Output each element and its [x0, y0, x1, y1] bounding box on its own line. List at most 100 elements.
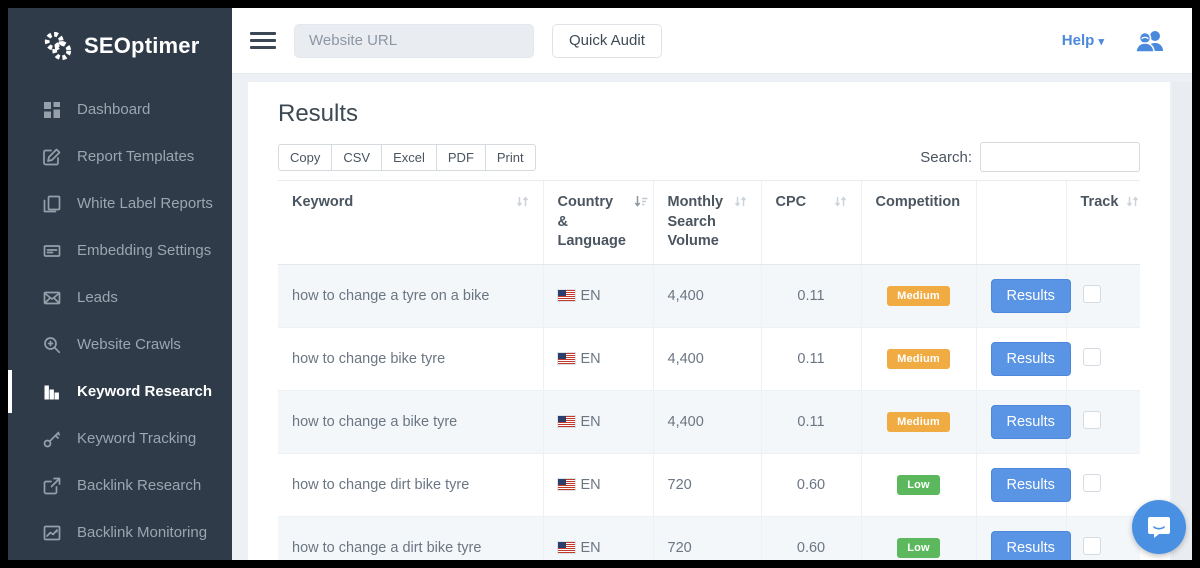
export-copy-button[interactable]: Copy: [278, 143, 333, 171]
scrollbar[interactable]: [1172, 82, 1192, 560]
cpc-cell: 0.11: [760, 327, 861, 391]
sidebar: SEOptimer Dashboard Report Templates White…: [8, 8, 232, 560]
search-input[interactable]: [980, 142, 1140, 172]
envelope-icon: [42, 288, 61, 307]
export-pdf-button[interactable]: PDF: [435, 143, 486, 171]
us-flag-icon: [557, 541, 575, 553]
help-dropdown[interactable]: Help ▾: [1061, 32, 1104, 49]
sidebar-item-keyword-tracking[interactable]: Keyword Tracking: [8, 417, 232, 460]
country-cell: EN: [542, 264, 653, 328]
results-button[interactable]: Results: [990, 530, 1071, 560]
export-csv-button[interactable]: CSV: [331, 143, 383, 171]
sidebar-item-white-label-reports[interactable]: White Label Reports: [8, 182, 232, 225]
track-cell: [1065, 264, 1140, 328]
search-wrap: Search:: [920, 142, 1140, 172]
cpc-cell: 0.11: [760, 390, 861, 454]
volume-cell: 4,400: [652, 264, 761, 328]
column-header-keyword[interactable]: Keyword: [278, 180, 543, 265]
keyword-cell: how to change a dirt bike tyre: [278, 516, 543, 560]
us-flag-icon: [557, 352, 575, 364]
sidebar-item-leads[interactable]: Leads: [8, 276, 232, 319]
hamburger-menu-icon[interactable]: [250, 32, 276, 49]
logo-text: SEOptimer: [84, 33, 200, 58]
sidebar-item-keyword-research[interactable]: Keyword Research: [8, 370, 232, 413]
results-cell: Results: [975, 390, 1071, 454]
bar-chart-icon: [42, 382, 61, 401]
users-icon[interactable]: [1134, 29, 1166, 53]
sidebar-item-embedding-settings[interactable]: Embedding Settings: [8, 229, 232, 272]
sidebar-item-dashboard[interactable]: Dashboard: [8, 88, 232, 131]
competition-badge: Medium: [887, 348, 950, 369]
cpc-cell: 0.11: [760, 264, 861, 328]
sidebar-item-label: Leads: [77, 289, 118, 306]
column-header-track[interactable]: Track: [1065, 180, 1140, 265]
results-cell: Results: [975, 516, 1071, 560]
website-url-input[interactable]: [294, 23, 534, 58]
results-button[interactable]: Results: [990, 341, 1071, 376]
sidebar-item-label: Embedding Settings: [77, 242, 212, 259]
sidebar-item-label: White Label Reports: [77, 195, 213, 212]
table-row: how to change a bike tyre EN 4,400 0.11 …: [278, 390, 1140, 454]
logo[interactable]: SEOptimer: [8, 8, 232, 88]
sort-both-icon: [1126, 195, 1139, 215]
country-cell: EN: [542, 327, 653, 391]
column-header-cpc[interactable]: CPC: [760, 180, 861, 265]
us-flag-icon: [557, 415, 575, 427]
sidebar-item-backlink-monitoring[interactable]: Backlink Monitoring: [8, 511, 232, 554]
keyword-results-table: Keyword Country & Language Monthly Search …: [278, 180, 1140, 560]
keyword-cell: how to change bike tyre: [278, 327, 543, 391]
export-print-button[interactable]: Print: [484, 143, 536, 171]
search-label: Search:: [920, 148, 972, 166]
external-link-icon: [42, 476, 61, 495]
sidebar-nav: Dashboard Report Templates White Label Rep…: [8, 88, 232, 560]
topbar-right: Help ▾: [1062, 29, 1166, 53]
seoptimer-gear-logo-icon: [42, 30, 74, 62]
sidebar-item-website-crawls[interactable]: Website Crawls: [8, 323, 232, 366]
table-row: how to change a tyre on a bike EN 4,400 …: [278, 264, 1140, 328]
track-checkbox[interactable]: [1082, 284, 1101, 303]
sort-both-icon: [834, 195, 847, 215]
track-checkbox[interactable]: [1082, 536, 1101, 555]
export-excel-button[interactable]: Excel: [381, 143, 437, 171]
track-cell: [1065, 453, 1140, 517]
key-icon: [42, 429, 61, 448]
sidebar-item-label: Keyword Tracking: [77, 430, 197, 447]
track-checkbox[interactable]: [1082, 347, 1101, 366]
sidebar-item-report-templates[interactable]: Report Templates: [8, 135, 232, 178]
dashboard-grid-icon: [42, 100, 61, 119]
embed-panel-icon: [42, 241, 61, 260]
results-button[interactable]: Results: [990, 467, 1071, 502]
column-header-country-language[interactable]: Country & Language: [542, 180, 653, 265]
track-cell: [1065, 390, 1140, 454]
competition-cell: Medium: [860, 327, 976, 391]
country-cell: EN: [542, 453, 653, 517]
track-cell: [1065, 516, 1140, 560]
track-checkbox[interactable]: [1082, 410, 1101, 429]
sort-amount-icon: [634, 195, 648, 215]
column-header-competition: Competition: [860, 180, 976, 265]
sidebar-item-backlink-research[interactable]: Backlink Research: [8, 464, 232, 507]
results-cell: Results: [975, 453, 1071, 517]
results-button[interactable]: Results: [990, 278, 1071, 313]
volume-cell: 720: [652, 516, 761, 560]
chevron-down-icon: ▾: [1098, 36, 1104, 48]
sort-both-icon: [516, 195, 529, 215]
table-row: how to change bike tyre EN 4,400 0.11 Me…: [278, 327, 1140, 391]
track-checkbox[interactable]: [1082, 473, 1101, 492]
results-cell: Results: [975, 327, 1071, 391]
chat-widget-button[interactable]: [1132, 500, 1186, 554]
volume-cell: 4,400: [652, 327, 761, 391]
competition-cell: Medium: [860, 264, 976, 328]
competition-badge: Medium: [887, 285, 950, 306]
results-button[interactable]: Results: [990, 404, 1071, 439]
column-header-actions: [975, 180, 1066, 265]
column-header-monthly-search-volume[interactable]: Monthly Search Volume: [652, 180, 761, 265]
country-cell: EN: [542, 516, 653, 560]
topbar: Quick Audit Help ▾: [232, 8, 1192, 74]
sidebar-item-bulk-reporting[interactable]: Bulk Reporting: [8, 558, 232, 560]
quick-audit-button[interactable]: Quick Audit: [552, 23, 662, 58]
sidebar-item-label: Backlink Research: [77, 477, 202, 494]
sidebar-item-label: Keyword Research: [77, 383, 213, 400]
results-card: Results Copy CSV Excel PDF Print Search: Key…: [248, 82, 1170, 560]
table-header-row: Keyword Country & Language Monthly Search …: [278, 180, 1140, 265]
